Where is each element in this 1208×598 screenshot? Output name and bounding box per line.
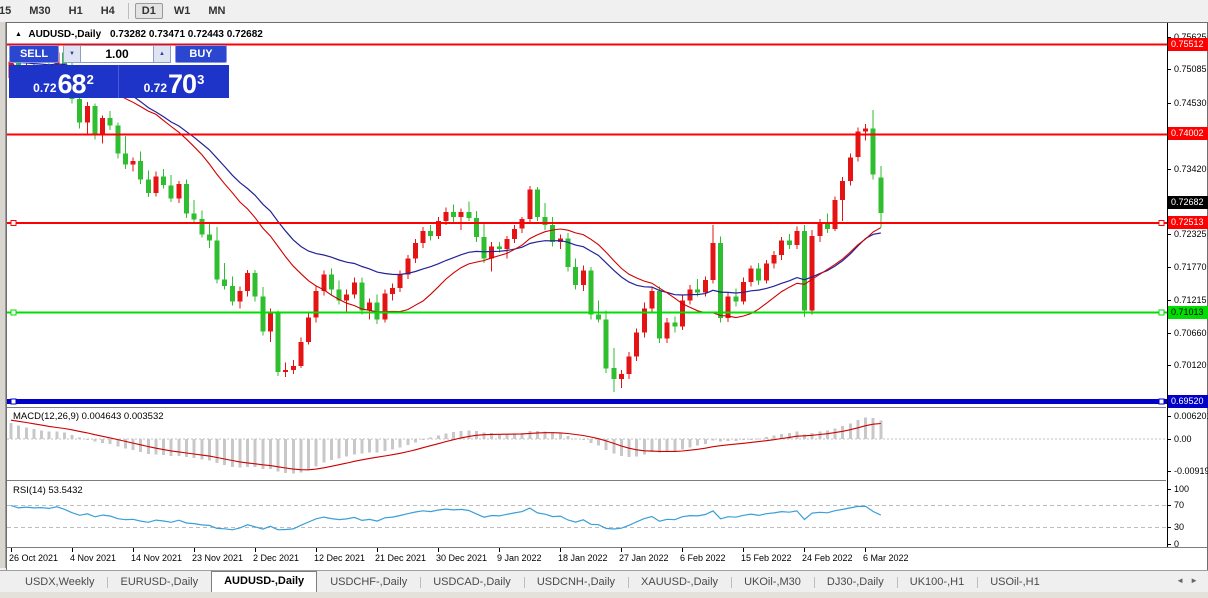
date-label-11: 27 Jan 2022 bbox=[619, 553, 669, 563]
date-label-9: 9 Jan 2022 bbox=[497, 553, 542, 563]
one-click-trading-panel: SELL ▼ 1.00 ▲ BUY 0.72 68 2 0.72 70 3 bbox=[9, 45, 229, 98]
timeframe-button-h1[interactable]: H1 bbox=[68, 5, 83, 17]
sell-price-pips: 68 bbox=[57, 69, 87, 99]
volume-increase-button[interactable]: ▲ bbox=[153, 45, 171, 63]
rsi-panel bbox=[7, 505, 1167, 531]
date-label-6: 12 Dec 2021 bbox=[314, 553, 366, 563]
chart-tab-usdcad-daily[interactable]: USDCAD-,Daily bbox=[420, 573, 524, 592]
tab-scroll-left-icon[interactable]: ◄ bbox=[1176, 576, 1191, 585]
panel-splitter-rsi[interactable] bbox=[7, 480, 1166, 482]
macd-signal-line bbox=[10, 419, 881, 471]
date-label-15: 6 Mar 2022 bbox=[863, 553, 909, 563]
window-bottom-edge bbox=[0, 592, 1208, 598]
date-label-5: 2 Dec 2021 bbox=[253, 553, 300, 563]
chart-tab-uk100-h1[interactable]: UK100-,H1 bbox=[896, 573, 977, 592]
rsi-indicator-label: RSI(14) 53.5432 bbox=[13, 485, 83, 496]
tab-scroll-right-icon[interactable]: ► bbox=[1190, 576, 1204, 585]
macd-indicator-label: MACD(12,26,9) 0.004643 0.003532 bbox=[13, 411, 164, 422]
chart-tab-audusd-daily[interactable]: AUDUSD-,Daily bbox=[211, 571, 318, 592]
level-lines-layer[interactable] bbox=[7, 43, 1167, 405]
chart-symbol-title: AUDUSD-,Daily bbox=[28, 29, 102, 40]
chart-tab-eurusd-daily[interactable]: EURUSD-,Daily bbox=[107, 573, 211, 592]
chart-tab-ukoil-m30[interactable]: UKOil-,M30 bbox=[731, 573, 814, 592]
date-label-4: 23 Nov 2021 bbox=[192, 553, 244, 563]
rsi-line bbox=[10, 505, 882, 531]
date-label-12: 6 Feb 2022 bbox=[680, 553, 726, 563]
chart-tab-usdx-weekly[interactable]: USDX,Weekly bbox=[25, 576, 95, 588]
timeframe-button-15[interactable]: 15 bbox=[0, 5, 12, 17]
chart-ohlc-values: 0.73282 0.73471 0.72443 0.72682 bbox=[109, 29, 263, 40]
buy-price-figure: 0.72 bbox=[143, 81, 168, 95]
volume-input[interactable]: 1.00 bbox=[81, 45, 153, 63]
chart-title-row: ▲ AUDUSD-,Daily 0.73282 0.73471 0.72443 … bbox=[15, 29, 263, 40]
timeframe-button-d1[interactable]: D1 bbox=[134, 3, 163, 19]
date-label-13: 15 Feb 2022 bbox=[741, 553, 792, 563]
chart-tab-dj30-daily[interactable]: DJ30-,Daily bbox=[813, 573, 897, 592]
panel-splitter-macd[interactable] bbox=[7, 407, 1166, 409]
sell-price-figure: 0.72 bbox=[33, 81, 57, 95]
chart-tab-usoil-h1[interactable]: USOil-,H1 bbox=[977, 573, 1053, 592]
chart-canvas[interactable] bbox=[7, 23, 1205, 547]
chart-tab-usdcnh-daily[interactable]: USDCNH-,Daily bbox=[523, 573, 628, 592]
ma-slow-line bbox=[10, 60, 881, 296]
timeframe-button-mn[interactable]: MN bbox=[208, 5, 226, 17]
timeframe-button-m30[interactable]: M30 bbox=[29, 5, 51, 17]
ma-fast-line bbox=[10, 60, 882, 319]
timeframe-toolbar: 15 M30 H1 H4 D1 W1 MN bbox=[0, 0, 1208, 23]
date-label-7: 21 Dec 2021 bbox=[375, 553, 427, 563]
volume-decrease-button[interactable]: ▼ bbox=[63, 45, 81, 63]
buy-button[interactable]: BUY bbox=[175, 45, 227, 63]
buy-price-display[interactable]: 0.72 70 3 bbox=[119, 65, 229, 98]
macd-panel bbox=[7, 417, 1167, 474]
date-label-14: 24 Feb 2022 bbox=[802, 553, 853, 563]
date-label-10: 18 Jan 2022 bbox=[558, 553, 608, 563]
chart-tab-bar: USDX,Weekly EURUSD-,Daily AUDUSD-,Daily USD… bbox=[0, 570, 1208, 592]
date-label-1: 26 Oct 2021 bbox=[9, 553, 59, 563]
sell-price-point: 2 bbox=[86, 72, 94, 87]
sell-price-display[interactable]: 0.72 68 2 bbox=[9, 65, 119, 98]
chart-window[interactable]: ▲ AUDUSD-,Daily 0.73282 0.73471 0.72443 … bbox=[6, 22, 1208, 570]
chart-tab-xauusd-daily[interactable]: XAUUSD-,Daily bbox=[628, 573, 731, 592]
collapse-panel-icon[interactable]: ▲ bbox=[15, 31, 22, 38]
date-label-3: 14 Nov 2021 bbox=[131, 553, 183, 563]
buy-price-point: 3 bbox=[197, 72, 205, 87]
date-label-8: 30 Dec 2021 bbox=[436, 553, 488, 563]
timeframe-button-w1[interactable]: W1 bbox=[173, 5, 191, 17]
window-left-edge bbox=[0, 22, 6, 568]
buy-price-pips: 70 bbox=[168, 69, 197, 99]
timeframe-button-h4[interactable]: H4 bbox=[100, 5, 115, 17]
tab-scroll-buttons: ◄► bbox=[1176, 576, 1204, 585]
sell-button[interactable]: SELL bbox=[9, 45, 59, 63]
date-label-2: 4 Nov 2021 bbox=[70, 553, 117, 563]
chart-tab-usdchf-daily[interactable]: USDCHF-,Daily bbox=[330, 576, 408, 588]
date-axis[interactable]: 26 Oct 2021 4 Nov 2021 14 Nov 2021 23 Nov 2… bbox=[7, 547, 1207, 570]
